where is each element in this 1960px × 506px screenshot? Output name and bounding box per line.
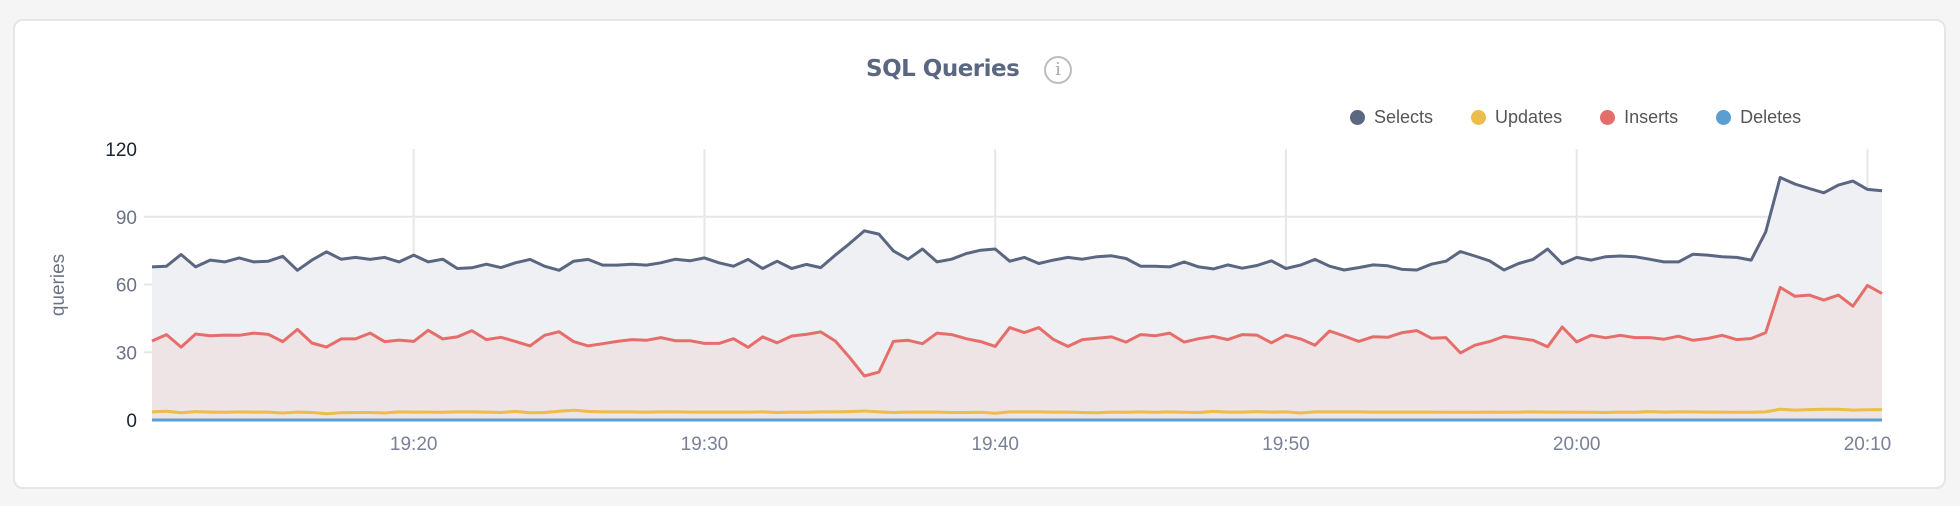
legend: Selects Updates Inserts Deletes — [1350, 107, 1839, 128]
legend-label-deletes: Deletes — [1740, 107, 1802, 127]
legend-dot-deletes — [1716, 110, 1732, 125]
y-axis-label: queries — [48, 254, 69, 316]
y-axis-ticks: 0 30 60 90 120 — [105, 140, 137, 432]
y-tick-label: 0 — [126, 411, 137, 432]
line-updates[interactable] — [151, 407, 1883, 416]
line-inserts[interactable] — [151, 283, 1883, 378]
y-tick-label: 90 — [116, 208, 137, 229]
x-tick-label: 19:40 — [971, 434, 1019, 455]
info-icon[interactable]: i — [1044, 56, 1072, 84]
legend-item-inserts[interactable]: Inserts — [1600, 107, 1678, 128]
legend-dot-selects — [1350, 110, 1365, 125]
x-tick-label: 19:20 — [390, 434, 438, 455]
legend-item-selects[interactable]: Selects — [1350, 107, 1433, 128]
x-tick-label: 20:00 — [1553, 434, 1601, 455]
legend-label-selects: Selects — [1374, 107, 1434, 127]
chart-title: SQL Queries — [866, 56, 1020, 82]
x-tick-label: 20:10 — [1844, 434, 1892, 455]
x-tick-label: 19:50 — [1262, 434, 1310, 455]
legend-item-deletes[interactable]: Deletes — [1716, 107, 1801, 128]
y-tick-label: 30 — [116, 343, 137, 364]
series-areas — [152, 177, 1882, 420]
y-tick-label: 120 — [105, 140, 137, 161]
legend-item-updates[interactable]: Updates — [1471, 107, 1562, 128]
legend-dot-updates — [1471, 110, 1487, 125]
line-selects[interactable] — [151, 176, 1883, 272]
series-lines — [151, 176, 1883, 422]
x-axis-ticks: 19:20 19:30 19:40 19:50 20:00 20:10 — [390, 434, 1891, 455]
legend-dot-inserts — [1600, 110, 1616, 125]
x-tick-label: 19:30 — [681, 434, 729, 455]
area-inserts — [152, 285, 1882, 420]
legend-label-inserts: Inserts — [1624, 107, 1679, 127]
y-tick-label: 60 — [116, 276, 137, 297]
legend-label-updates: Updates — [1495, 107, 1563, 127]
